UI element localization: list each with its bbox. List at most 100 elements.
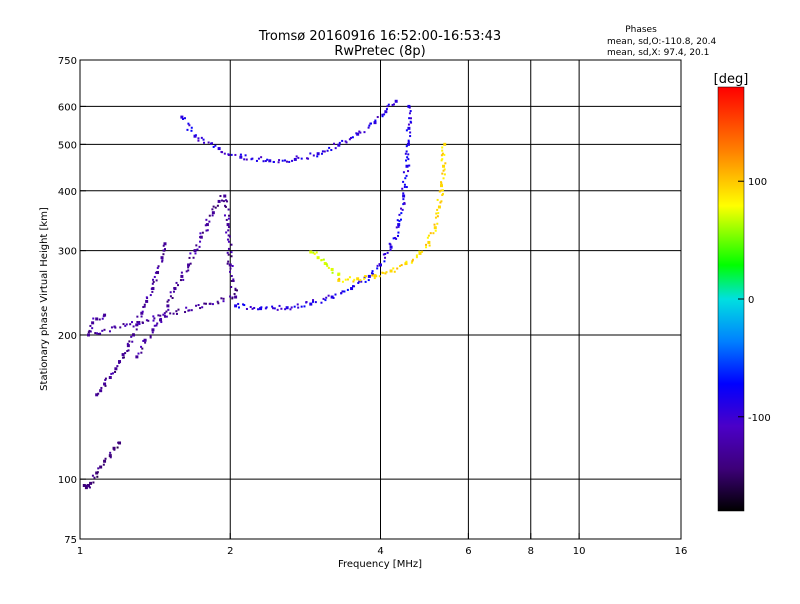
data-point <box>95 317 99 321</box>
data-point <box>363 277 366 280</box>
data-point <box>156 271 159 274</box>
data-point <box>230 153 233 156</box>
data-point <box>195 244 198 247</box>
data-point <box>109 456 112 459</box>
data-point <box>411 260 414 263</box>
data-point <box>378 263 381 266</box>
data-point <box>227 229 230 232</box>
data-point <box>289 308 292 311</box>
data-point <box>407 139 410 142</box>
data-point <box>441 146 444 149</box>
data-point <box>444 162 447 165</box>
data-point <box>205 223 209 227</box>
colorbar-ticks: 100 0 -100 <box>738 177 771 424</box>
data-point <box>129 323 132 326</box>
data-point <box>141 310 144 313</box>
data-point <box>441 192 444 195</box>
data-point <box>359 279 362 282</box>
data-point <box>230 285 233 288</box>
data-point <box>392 267 395 270</box>
data-point <box>387 103 390 106</box>
data-point <box>122 356 125 359</box>
data-point <box>103 313 107 317</box>
data-point <box>152 315 155 318</box>
data-point <box>407 141 410 144</box>
data-point <box>260 306 263 309</box>
data-point <box>200 136 203 139</box>
data-point <box>96 475 99 478</box>
data-point <box>409 120 412 123</box>
data-point <box>180 115 184 119</box>
data-point <box>224 204 227 207</box>
data-point <box>104 377 107 380</box>
data-point <box>340 292 343 295</box>
data-point <box>91 474 94 477</box>
data-point <box>395 226 398 229</box>
data-point <box>226 251 229 254</box>
data-point <box>228 235 231 238</box>
data-point <box>163 312 166 315</box>
data-point <box>353 278 356 281</box>
data-point <box>325 296 328 299</box>
data-point <box>140 351 143 354</box>
data-point <box>111 372 114 375</box>
data-point <box>140 311 144 315</box>
data-point <box>199 235 203 239</box>
data-point <box>93 476 96 479</box>
data-point <box>332 296 335 299</box>
data-point <box>363 276 366 279</box>
data-point <box>300 305 303 308</box>
data-point <box>334 147 337 150</box>
data-point <box>272 160 275 163</box>
data-point <box>245 307 248 310</box>
data-point <box>187 266 190 269</box>
data-point <box>381 113 384 116</box>
data-point <box>99 389 103 393</box>
data-point <box>277 161 280 164</box>
data-point <box>230 251 233 254</box>
data-point <box>97 392 100 395</box>
data-point <box>268 159 272 163</box>
data-point <box>205 218 208 221</box>
data-point <box>234 295 238 299</box>
data-point <box>95 393 99 397</box>
data-point <box>434 229 437 232</box>
data-point <box>326 149 329 152</box>
data-point <box>124 324 127 327</box>
data-point <box>157 265 160 268</box>
data-point <box>226 262 229 265</box>
data-point <box>96 471 99 474</box>
data-point <box>316 155 319 158</box>
colorbar-tick-label: 0 <box>748 295 754 306</box>
data-point <box>251 307 254 310</box>
data-point <box>225 218 228 221</box>
data-point <box>367 126 370 129</box>
data-point <box>138 322 141 325</box>
data-point <box>403 185 406 188</box>
x-tick-label: 2 <box>227 546 233 557</box>
data-point <box>400 264 403 267</box>
data-point <box>116 446 119 449</box>
data-point <box>230 255 233 258</box>
data-point <box>193 134 197 138</box>
data-point <box>226 223 230 227</box>
data-point <box>285 306 289 310</box>
data-point <box>407 158 410 161</box>
data-point <box>360 280 363 283</box>
chart-subtitle: RwPretec (8p) <box>334 44 425 59</box>
data-point <box>373 121 377 125</box>
data-point <box>101 329 104 332</box>
data-point <box>234 287 237 290</box>
data-point <box>280 307 283 310</box>
data-point <box>189 262 192 265</box>
data-point <box>135 355 139 359</box>
data-point <box>212 205 215 208</box>
data-point <box>225 231 228 234</box>
data-point <box>173 287 176 290</box>
data-point <box>343 290 346 293</box>
data-point <box>234 289 237 292</box>
data-point <box>183 117 186 120</box>
data-point <box>407 123 410 126</box>
data-point <box>402 203 405 206</box>
data-point <box>216 300 219 303</box>
